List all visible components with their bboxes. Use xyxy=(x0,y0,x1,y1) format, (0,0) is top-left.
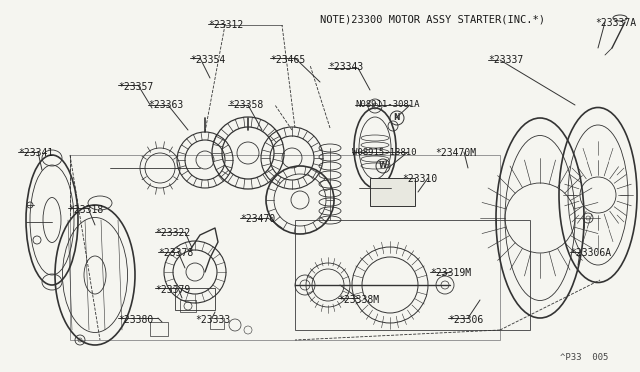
Text: N08911-3081A: N08911-3081A xyxy=(355,100,419,109)
Text: W: W xyxy=(379,161,387,170)
Text: W08915-13810: W08915-13810 xyxy=(352,148,417,157)
Text: *23357: *23357 xyxy=(118,82,153,92)
Text: *23310: *23310 xyxy=(402,174,437,184)
Text: *23319M: *23319M xyxy=(430,268,471,278)
Text: *23358: *23358 xyxy=(228,100,263,110)
Bar xyxy=(150,322,168,336)
Text: N: N xyxy=(394,113,400,122)
Text: *23318: *23318 xyxy=(68,205,103,215)
Text: *23312: *23312 xyxy=(208,20,243,30)
Text: *23306A: *23306A xyxy=(570,248,611,258)
Text: *23465: *23465 xyxy=(270,55,305,65)
Text: *23337A: *23337A xyxy=(595,18,636,28)
Text: *23354: *23354 xyxy=(190,55,225,65)
Text: *23379: *23379 xyxy=(155,285,190,295)
Text: *23378: *23378 xyxy=(158,248,193,258)
Text: ^P33  005: ^P33 005 xyxy=(560,353,609,362)
Text: *23363: *23363 xyxy=(148,100,183,110)
Text: *23306: *23306 xyxy=(448,315,483,325)
Bar xyxy=(210,318,224,329)
Bar xyxy=(175,288,215,310)
Bar xyxy=(295,220,530,330)
Text: *23338M: *23338M xyxy=(338,295,379,305)
Text: *23322: *23322 xyxy=(155,228,190,238)
Text: *23470M: *23470M xyxy=(435,148,476,158)
Text: *23333: *23333 xyxy=(195,315,230,325)
Text: *23470: *23470 xyxy=(240,214,275,224)
Text: *23337: *23337 xyxy=(488,55,524,65)
Text: NOTE)23300 MOTOR ASSY STARTER(INC.*): NOTE)23300 MOTOR ASSY STARTER(INC.*) xyxy=(320,15,545,25)
Text: *23341: *23341 xyxy=(18,148,53,158)
Bar xyxy=(180,300,196,312)
Text: *23343: *23343 xyxy=(328,62,364,72)
Bar xyxy=(370,178,415,206)
Bar xyxy=(70,155,500,340)
Text: *23380: *23380 xyxy=(118,315,153,325)
